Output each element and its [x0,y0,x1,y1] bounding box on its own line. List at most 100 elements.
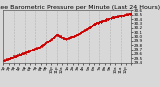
Point [56,33,58,34]
Point [46,42,48,43]
Point [40,46,43,47]
Point [105,19,108,21]
Point [103,19,106,21]
Point [96,22,99,24]
Point [57,34,60,35]
Point [99,21,102,22]
Point [28,50,31,51]
Point [18,54,20,56]
Point [11,57,13,58]
Point [80,32,82,34]
Point [81,31,83,32]
Point [51,38,54,39]
Point [27,51,29,52]
Point [108,19,111,20]
Point [94,23,97,24]
Point [23,52,25,53]
Point [19,53,22,55]
Point [70,36,73,37]
Point [116,16,119,17]
Point [13,56,16,57]
Point [121,15,123,16]
Point [77,32,80,33]
Point [114,16,116,17]
Point [29,50,31,52]
Point [71,37,73,38]
Point [90,25,92,26]
Point [83,29,86,31]
Point [52,37,55,38]
Point [112,15,115,17]
Point [33,48,36,50]
Point [123,14,125,15]
Point [76,34,79,36]
Point [89,26,91,28]
Point [76,34,78,36]
Point [85,29,88,30]
Point [64,38,67,40]
Point [30,49,32,51]
Point [85,29,88,30]
Point [6,58,9,59]
Point [60,35,62,36]
Point [40,45,42,46]
Point [32,49,34,51]
Point [115,15,118,17]
Point [58,35,60,36]
Point [105,18,108,19]
Point [7,57,10,59]
Point [61,37,63,38]
Point [72,35,74,36]
Point [110,16,113,17]
Point [77,33,80,35]
Point [89,26,92,27]
Point [35,47,37,49]
Point [119,15,122,16]
Point [120,15,122,16]
Point [91,25,94,26]
Point [104,18,107,20]
Point [118,15,121,17]
Point [12,56,15,57]
Point [30,49,33,51]
Point [31,48,33,50]
Point [64,39,67,40]
Point [31,49,34,50]
Point [35,47,38,48]
Point [108,18,110,19]
Point [51,38,53,39]
Point [123,13,126,15]
Point [78,33,81,35]
Point [36,48,39,49]
Point [99,21,101,23]
Point [38,46,41,48]
Point [57,34,60,36]
Point [23,52,26,53]
Point [15,55,17,56]
Point [31,49,34,50]
Point [33,48,36,49]
Point [86,28,89,29]
Point [120,14,123,15]
Point [126,13,128,15]
Point [10,57,13,59]
Point [8,58,10,59]
Point [128,12,130,13]
Point [42,44,45,46]
Point [126,13,129,15]
Point [8,57,10,58]
Point [76,34,78,36]
Point [128,13,131,14]
Point [130,13,132,14]
Point [2,60,5,61]
Point [102,20,105,21]
Point [3,60,5,61]
Point [75,34,78,36]
Point [113,17,116,18]
Point [7,58,10,59]
Point [57,34,59,36]
Point [77,33,79,35]
Point [34,47,37,49]
Point [92,25,95,26]
Point [31,49,34,50]
